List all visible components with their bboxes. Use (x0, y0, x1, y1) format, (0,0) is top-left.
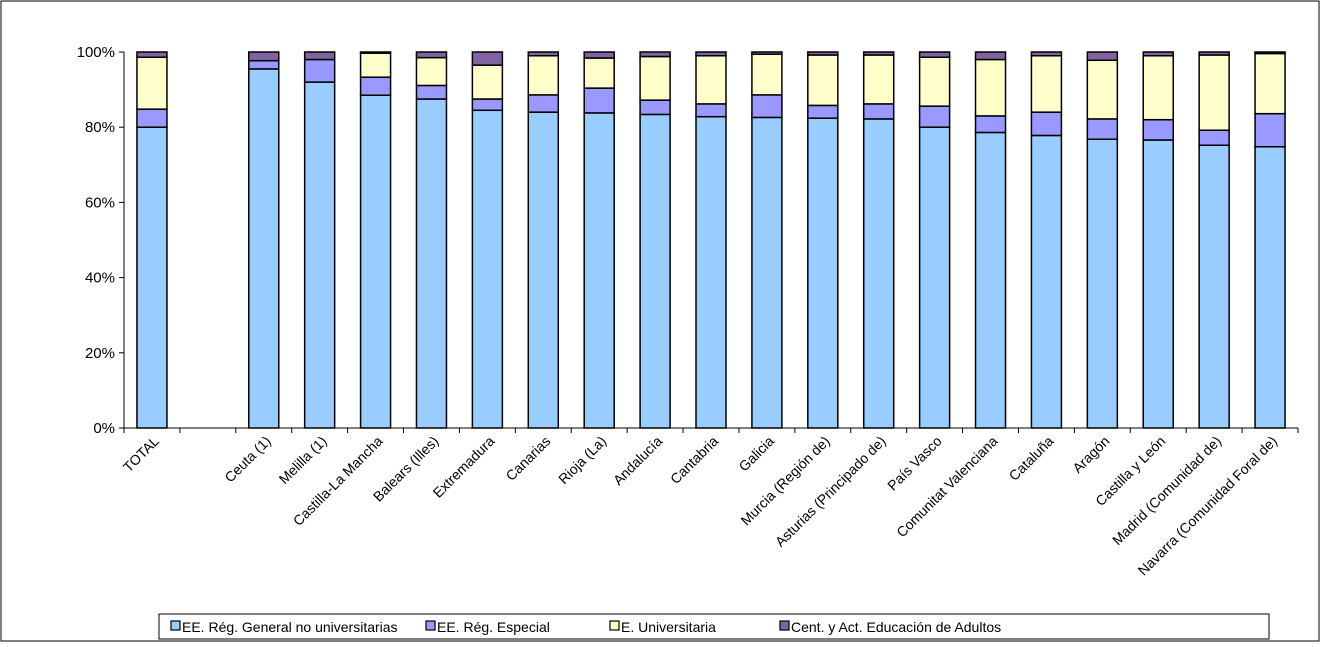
bar-segment (862, 54, 895, 105)
bar-segment (359, 52, 392, 78)
bar-segment (1198, 54, 1230, 131)
bar-segment (471, 51, 504, 66)
bar-segment (415, 98, 448, 429)
legend-label: EE. Rég. Especial (437, 619, 550, 635)
bar-segment (1142, 139, 1174, 429)
y-tick-label: 60% (85, 194, 115, 211)
bar-segment (248, 68, 280, 429)
legend-label: E. Universitaria (621, 619, 716, 635)
bar-segment (1142, 55, 1174, 121)
bar-segment (471, 64, 504, 100)
bar-segment (751, 51, 783, 56)
bar-segment (303, 51, 336, 61)
bar-segment (862, 118, 895, 429)
bar-segment (415, 84, 448, 100)
bar-segment (639, 99, 671, 116)
legend-swatch (609, 620, 620, 631)
bar-segment (1086, 59, 1119, 120)
bar-segment (527, 111, 560, 429)
bar-segment (136, 51, 168, 59)
y-tick-label: 20% (85, 345, 115, 362)
bar-segment (751, 53, 783, 96)
bar-segment (303, 81, 336, 429)
legend-swatch (425, 620, 436, 631)
bar-segment (136, 126, 168, 429)
bar-segment (974, 115, 1007, 134)
bar-segment (807, 54, 839, 107)
bar-segment (1198, 129, 1230, 146)
bar-segment (415, 51, 448, 59)
bar-segment (136, 56, 168, 110)
bar-segment (583, 112, 615, 429)
bar-segment (695, 115, 727, 429)
bar-segment (583, 87, 615, 114)
bar-segment (136, 108, 168, 128)
bar-segment (1254, 112, 1286, 148)
bar-segment (918, 56, 951, 107)
legend-swatch (170, 620, 181, 631)
legend-label: Cent. y Act. Educación de Adultos (791, 619, 1001, 635)
bar-segment (751, 94, 783, 119)
bar-segment (807, 117, 839, 429)
bar-segment (1198, 144, 1230, 429)
bar-segment (1086, 51, 1119, 62)
legend-box (158, 613, 1270, 640)
y-tick-label: 80% (85, 119, 115, 136)
bar-segment (1030, 51, 1063, 57)
bar-segment (527, 55, 560, 96)
bar-segment (359, 51, 392, 54)
bar-segment (807, 51, 839, 56)
bar-segment (415, 56, 448, 87)
bar-segment (471, 109, 504, 429)
bar-segment (639, 55, 671, 101)
legend-label: EE. Rég. General no universitarias (182, 619, 398, 635)
bar-segment (1086, 138, 1119, 429)
bar-segment (918, 105, 951, 128)
bar-segment (918, 126, 951, 429)
bar-segment (1254, 52, 1286, 115)
bar-segment (248, 59, 280, 70)
bar-segment (527, 94, 560, 113)
bar-segment (1254, 51, 1286, 55)
y-tick-label: 100% (77, 44, 115, 61)
bar-segment (359, 94, 392, 429)
bar-segment (639, 113, 671, 429)
y-tick-label: 40% (85, 270, 115, 287)
bar-segment (695, 51, 727, 57)
bar-segment (862, 103, 895, 120)
bar-segment (248, 51, 280, 62)
bar-segment (1254, 146, 1286, 429)
bar-segment (807, 104, 839, 119)
bar-segment (1030, 134, 1063, 429)
bar-segment (974, 51, 1007, 61)
bar-segment (1030, 111, 1063, 137)
bar-segment (303, 58, 336, 83)
bar-segment (974, 131, 1007, 429)
bar-segment (751, 116, 783, 429)
bar-segment (1198, 51, 1230, 56)
bar-segment (527, 51, 560, 57)
bar-segment (1142, 118, 1174, 141)
bar-segment (1142, 51, 1174, 57)
bar-segment (862, 51, 895, 56)
bar-segment (471, 98, 504, 112)
bar-segment (1086, 118, 1119, 140)
bar-segment (639, 51, 671, 58)
legend-swatch (779, 620, 790, 631)
bar-segment (583, 51, 615, 59)
bar-segment (918, 51, 951, 59)
bar-segment (695, 55, 727, 105)
bar-segment (1030, 55, 1063, 113)
bar-segment (695, 103, 727, 118)
plot-area: 0%20%40%60%80%100%TOTAL Ceuta (1) Melilla … (77, 44, 1299, 578)
bar-segment (583, 57, 615, 89)
bar-segment (359, 76, 392, 96)
legend: EE. Rég. General no universitarias EE. Ré… (158, 613, 1270, 640)
y-tick-label: 0% (93, 420, 115, 437)
bar-segment (974, 58, 1007, 117)
